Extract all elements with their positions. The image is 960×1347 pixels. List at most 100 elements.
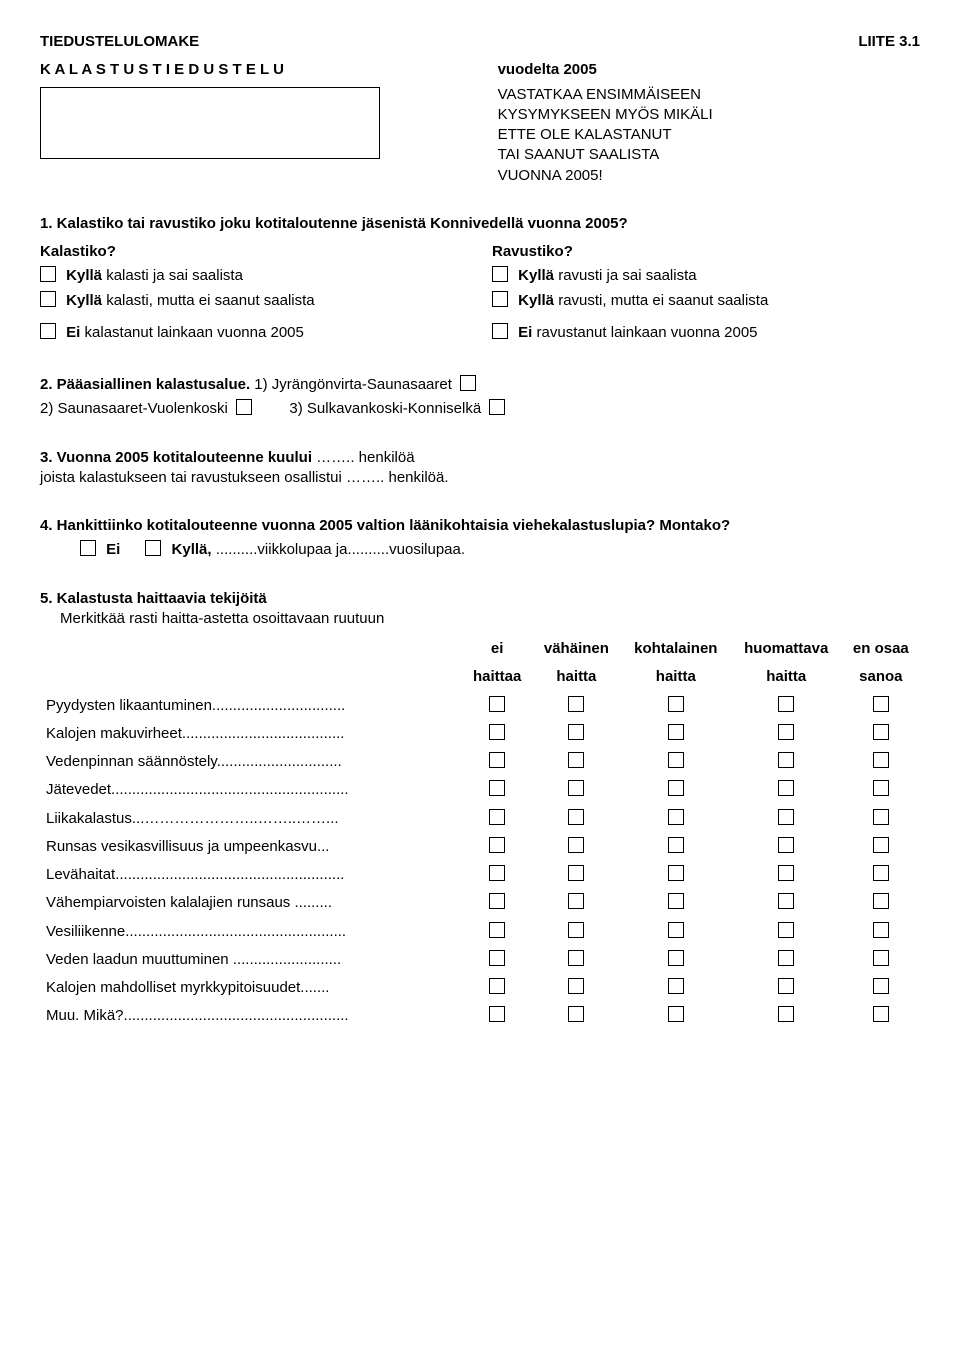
checkbox[interactable] [873, 950, 889, 966]
checkbox[interactable] [873, 837, 889, 853]
checkbox[interactable] [778, 780, 794, 796]
checkbox[interactable] [778, 893, 794, 909]
address-box [40, 87, 380, 159]
checkbox[interactable] [568, 837, 584, 853]
checkbox[interactable] [873, 696, 889, 712]
checkbox[interactable] [489, 696, 505, 712]
q5-h1a: ei [462, 635, 532, 663]
table-row: Vähempiarvoisten kalalajien runsaus ....… [40, 889, 920, 917]
checkbox[interactable] [568, 950, 584, 966]
checkbox[interactable] [236, 399, 252, 415]
checkbox[interactable] [568, 752, 584, 768]
checkbox[interactable] [489, 893, 505, 909]
checkbox[interactable] [778, 724, 794, 740]
checkbox[interactable] [492, 323, 508, 339]
checkbox[interactable] [568, 696, 584, 712]
checkbox[interactable] [460, 375, 476, 391]
table-row: Kalojen mahdolliset myrkkypitoisuudet...… [40, 974, 920, 1002]
checkbox[interactable] [873, 809, 889, 825]
checkbox[interactable] [489, 865, 505, 881]
checkbox[interactable] [489, 780, 505, 796]
checkbox[interactable] [873, 724, 889, 740]
checkbox[interactable] [492, 266, 508, 282]
checkbox[interactable] [489, 950, 505, 966]
checkbox[interactable] [489, 399, 505, 415]
checkbox[interactable] [873, 780, 889, 796]
checkbox[interactable] [568, 893, 584, 909]
q5-h3a: kohtalainen [621, 635, 731, 663]
checkbox[interactable] [568, 865, 584, 881]
table-row: Liikakalastus...…………………..……..……... [40, 805, 920, 833]
checkbox[interactable] [489, 809, 505, 825]
instruction-line: VASTATKAA ENSIMMÄISEEN [498, 85, 920, 105]
checkbox[interactable] [778, 809, 794, 825]
q5-row-label: Vesiliikenne............................… [40, 918, 462, 946]
q5-h4a: huomattava [731, 635, 842, 663]
q1-right-opt2-b: Kyllä [518, 292, 554, 309]
checkbox[interactable] [778, 1006, 794, 1022]
table-row: Veden laadun muuttuminen ...............… [40, 946, 920, 974]
q1-left-opt3-b: Ei [66, 324, 80, 341]
checkbox[interactable] [873, 865, 889, 881]
page-title-left: TIEDUSTELULOMAKE [40, 32, 199, 52]
checkbox[interactable] [873, 1006, 889, 1022]
checkbox[interactable] [489, 752, 505, 768]
q5-h2b: haitta [532, 663, 621, 691]
checkbox[interactable] [778, 922, 794, 938]
checkbox[interactable] [668, 780, 684, 796]
checkbox[interactable] [668, 724, 684, 740]
checkbox[interactable] [668, 893, 684, 909]
survey-heading: K A L A S T U S T I E D U S T E L U [40, 61, 284, 78]
checkbox[interactable] [668, 865, 684, 881]
table-row: Runsas vesikasvillisuus ja umpeenkasvu..… [40, 833, 920, 861]
checkbox[interactable] [668, 922, 684, 938]
checkbox[interactable] [492, 291, 508, 307]
checkbox[interactable] [668, 696, 684, 712]
checkbox[interactable] [568, 1006, 584, 1022]
table-row: Jätevedet...............................… [40, 776, 920, 804]
q3-line1-b: 3. Vuonna 2005 kotitalouteenne kuului [40, 449, 312, 466]
checkbox[interactable] [568, 780, 584, 796]
checkbox[interactable] [778, 837, 794, 853]
checkbox[interactable] [568, 922, 584, 938]
q5-row-label: Pyydysten likaantuminen.................… [40, 692, 462, 720]
checkbox[interactable] [668, 837, 684, 853]
checkbox[interactable] [668, 1006, 684, 1022]
checkbox[interactable] [40, 266, 56, 282]
q1-left-opt1-r: kalasti ja sai saalista [102, 267, 243, 284]
checkbox[interactable] [568, 978, 584, 994]
checkbox[interactable] [873, 893, 889, 909]
q1-left-opt2-r: kalasti, mutta ei saanut saalista [102, 292, 315, 309]
checkbox[interactable] [145, 540, 161, 556]
table-row: Vesiliikenne............................… [40, 918, 920, 946]
q4-kylla: Kyllä, [172, 541, 212, 558]
checkbox[interactable] [489, 922, 505, 938]
q1-right-opt1-r: ravusti ja sai saalista [554, 267, 697, 284]
checkbox[interactable] [40, 291, 56, 307]
checkbox[interactable] [668, 978, 684, 994]
checkbox[interactable] [568, 724, 584, 740]
checkbox[interactable] [489, 724, 505, 740]
checkbox[interactable] [568, 809, 584, 825]
checkbox[interactable] [40, 323, 56, 339]
checkbox[interactable] [668, 950, 684, 966]
checkbox[interactable] [80, 540, 96, 556]
table-row: Pyydysten likaantuminen.................… [40, 692, 920, 720]
checkbox[interactable] [489, 1006, 505, 1022]
checkbox[interactable] [873, 978, 889, 994]
checkbox[interactable] [489, 837, 505, 853]
checkbox[interactable] [873, 922, 889, 938]
checkbox[interactable] [778, 978, 794, 994]
checkbox[interactable] [873, 752, 889, 768]
q2-title: 2. Pääasiallinen kalastusalue. [40, 376, 250, 393]
checkbox[interactable] [668, 809, 684, 825]
checkbox[interactable] [668, 752, 684, 768]
checkbox[interactable] [778, 696, 794, 712]
checkbox[interactable] [778, 865, 794, 881]
table-row: Kalojen makuvirheet.....................… [40, 720, 920, 748]
checkbox[interactable] [489, 978, 505, 994]
q5-h5b: sanoa [842, 663, 920, 691]
q3-line1-r: …….. henkilöä [312, 449, 415, 466]
checkbox[interactable] [778, 752, 794, 768]
checkbox[interactable] [778, 950, 794, 966]
